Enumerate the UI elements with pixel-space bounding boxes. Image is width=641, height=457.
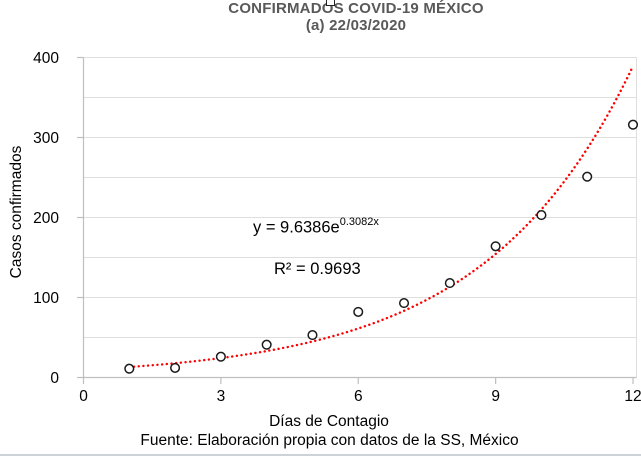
x-axis-title: Días de Contagio <box>269 413 389 430</box>
equation-prefix: y = 9.6386e <box>253 218 340 237</box>
trendline-equation: y = 9.6386e0.3082x <box>253 216 379 238</box>
x-tick-label: 6 <box>354 388 363 405</box>
bottom-divider <box>0 454 641 456</box>
y-tick-label: 0 <box>50 370 59 387</box>
data-point[interactable] <box>170 362 181 373</box>
chart-title: CONFIRMADOS COVID-19 MÉXICO (a) 22/03/20… <box>76 0 636 34</box>
x-tick-label: 12 <box>624 388 641 405</box>
trendline[interactable] <box>128 64 635 369</box>
data-point[interactable] <box>124 363 135 374</box>
data-point[interactable] <box>444 278 455 289</box>
y-tick-label: 400 <box>33 50 59 67</box>
selection-handle[interactable] <box>326 0 335 6</box>
data-point[interactable] <box>353 306 364 317</box>
x-tick-label: 9 <box>491 388 500 405</box>
data-point[interactable] <box>307 330 318 341</box>
y-tick-label: 300 <box>33 130 59 147</box>
x-tick-label: 3 <box>217 388 226 405</box>
data-point[interactable] <box>536 210 547 221</box>
y-tick-label: 200 <box>33 210 59 227</box>
y-tick-label: 100 <box>33 290 59 307</box>
data-point[interactable] <box>215 351 226 362</box>
data-point[interactable] <box>627 119 639 130</box>
y-axis-title: Casos confirmados <box>8 145 25 279</box>
chart-title-line2: (a) 22/03/2020 <box>305 16 407 34</box>
data-point[interactable] <box>261 339 272 350</box>
equation-exponent: 0.3082x <box>339 216 379 228</box>
data-point[interactable] <box>582 171 593 182</box>
source-footer: Fuente: Elaboración propia con datos de … <box>140 432 519 449</box>
x-tick-label: 0 <box>79 388 88 405</box>
data-point[interactable] <box>490 241 501 252</box>
data-point[interactable] <box>398 298 410 309</box>
r-squared-label: R² = 0.9693 <box>274 260 361 278</box>
chart-title-line1: CONFIRMADOS COVID-19 MÉXICO <box>228 0 484 17</box>
